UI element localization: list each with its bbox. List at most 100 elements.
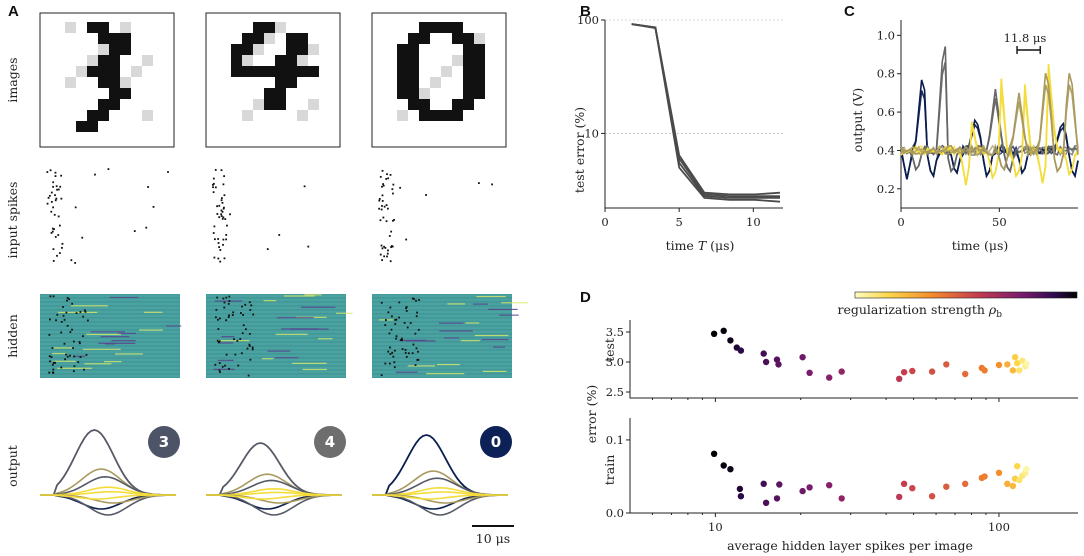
hidden-spike — [417, 328, 420, 331]
pixel-light — [297, 55, 308, 66]
hidden-trace — [488, 308, 518, 310]
pixel — [452, 33, 463, 44]
hidden-spike — [52, 368, 55, 371]
hidden-spike — [248, 333, 251, 335]
spike — [167, 171, 169, 173]
spike — [53, 228, 55, 231]
hidden-trace — [165, 325, 182, 327]
pixel — [109, 66, 120, 77]
scalebar-label: 10 μs — [476, 531, 510, 546]
pixel — [286, 77, 297, 88]
pixel — [297, 66, 308, 77]
hidden-spike — [416, 311, 418, 314]
spike — [393, 218, 395, 221]
d-point-test — [775, 361, 782, 368]
hidden-spike — [411, 297, 414, 300]
spike — [220, 215, 223, 217]
pixel — [264, 88, 275, 99]
spike — [378, 199, 381, 202]
hidden-trace — [57, 367, 93, 369]
d-point-train — [1004, 480, 1011, 487]
hidden-spike — [49, 360, 51, 363]
spike — [425, 194, 427, 196]
pixel — [120, 44, 131, 55]
hidden-spike — [228, 295, 231, 298]
spike — [383, 205, 386, 208]
pixel — [286, 66, 297, 77]
hidden-spike — [218, 340, 221, 343]
spike — [218, 216, 221, 219]
input-spikes-4 — [212, 169, 310, 263]
hidden-spike — [62, 306, 64, 308]
d-test-label: test — [602, 338, 617, 362]
d-ytick-label: 0.0 — [606, 506, 624, 520]
d-point-train — [736, 485, 744, 493]
spike — [152, 205, 155, 208]
badge-circle — [480, 426, 512, 458]
panel-letter-c: C — [844, 3, 855, 20]
hidden-spike — [228, 367, 230, 370]
spike — [50, 210, 53, 213]
hidden-trace — [499, 314, 519, 316]
hidden-trace — [86, 333, 121, 336]
d-point-test — [896, 375, 903, 382]
hidden-trace — [275, 333, 308, 335]
spike — [379, 253, 382, 256]
hidden-spike — [75, 312, 78, 315]
spike — [217, 242, 220, 244]
hidden-spike — [48, 371, 51, 374]
hidden-spike — [55, 319, 57, 322]
d-point-test — [1011, 354, 1019, 361]
c-ytick-label: 0.6 — [877, 105, 895, 119]
d-point-test — [727, 337, 734, 344]
hidden-spike — [405, 355, 408, 358]
spike — [212, 183, 214, 186]
spike — [52, 181, 55, 184]
hidden-trace — [215, 340, 250, 342]
hidden-spike — [388, 332, 391, 335]
hidden-spike — [51, 347, 54, 349]
b-series-run1 — [631, 23, 781, 203]
d-axes-train — [629, 418, 1078, 514]
spike — [212, 232, 215, 234]
spike — [56, 188, 58, 191]
hidden-spike — [392, 355, 395, 358]
spike — [278, 234, 281, 236]
spike — [380, 244, 383, 247]
hidden-trace — [220, 342, 234, 344]
d-point-test — [737, 347, 745, 354]
c-series-dark — [900, 90, 1079, 180]
hidden-spike — [86, 319, 89, 322]
pixel — [264, 22, 275, 33]
hidden-spike — [63, 318, 66, 321]
d-point-test — [799, 354, 806, 361]
d-point-test — [995, 361, 1003, 369]
hidden-spike — [251, 346, 254, 349]
b-ytick-label: 10 — [584, 126, 599, 140]
d-point-test — [838, 368, 845, 375]
d-ytick-label: 3.5 — [606, 325, 624, 339]
hidden-trace — [263, 300, 277, 302]
spike — [219, 260, 222, 263]
hidden-spike — [218, 369, 221, 372]
spike — [74, 262, 77, 264]
hidden-trace — [407, 365, 436, 367]
pixel — [408, 88, 419, 99]
hidden-spike — [82, 315, 85, 318]
hidden-trace — [52, 347, 74, 349]
spike — [48, 194, 51, 197]
pixel-light — [308, 99, 319, 110]
digit-image-0 — [371, 12, 507, 148]
spike — [216, 213, 219, 215]
spike — [229, 213, 231, 216]
colorbar-label: regularization strength ρb — [838, 302, 1003, 320]
hidden-spike — [393, 361, 396, 364]
pixel-light — [65, 22, 76, 33]
hidden-spike — [49, 318, 51, 321]
d-point-train — [900, 480, 908, 487]
spike — [61, 242, 64, 245]
hidden-trace — [84, 363, 112, 365]
hidden-spike — [249, 358, 252, 361]
pixel — [76, 121, 87, 132]
spike — [388, 235, 391, 237]
